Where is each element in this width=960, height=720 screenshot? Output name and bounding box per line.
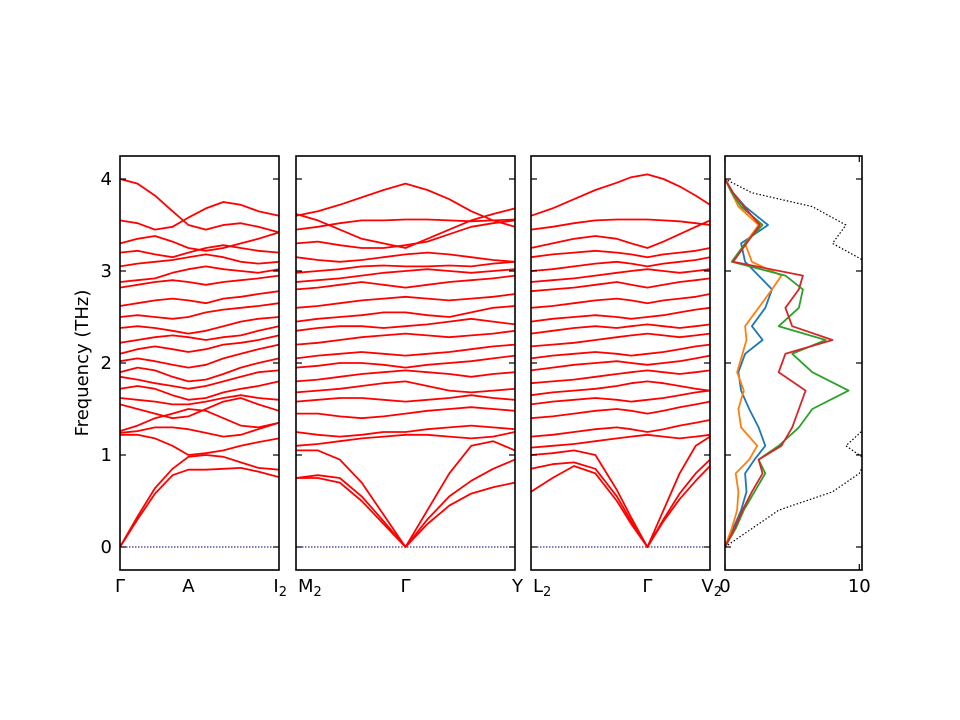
y-tick-label: 0 [101, 537, 112, 558]
phonon-band-line [119, 421, 280, 438]
dos-x-tick-label: 0 [719, 576, 730, 597]
phonon-band-line [119, 454, 280, 548]
dos-lines [725, 178, 862, 548]
phonon-band-line [295, 424, 516, 438]
phonon-band-line [119, 394, 280, 406]
phonon-band-line [119, 178, 280, 234]
phonon-band-line [530, 277, 711, 293]
phonon-band-line [530, 389, 711, 406]
x-tick-label: Y [511, 576, 524, 597]
phonon-band-line [295, 260, 516, 274]
phonon-band-line [295, 305, 516, 323]
phonon-band-line [295, 369, 516, 383]
partial-dos-line [725, 178, 834, 548]
band-panel-1: 0 1 2 3 4 [101, 155, 280, 571]
phonon-band-line [295, 354, 516, 369]
y-tick-label: 3 [101, 261, 112, 282]
phonon-band-line [530, 323, 711, 335]
x-tick-label: Γ [115, 576, 125, 597]
phonon-band-line [119, 343, 280, 369]
phonon-band-line [530, 380, 711, 397]
phonon-band-line [119, 325, 280, 344]
y-tick-label: 4 [101, 169, 112, 190]
phonon-band-line [119, 265, 280, 283]
phonon-band-line [295, 207, 516, 249]
total-dos-line [725, 178, 862, 548]
partial-dos-line [725, 178, 783, 548]
partial-dos-line [725, 178, 773, 548]
phonon-band-line [530, 293, 711, 309]
phonon-band-line [530, 306, 711, 323]
y-tick-label: 1 [101, 445, 112, 466]
phonon-band-line [295, 329, 516, 346]
phonon-band-line [119, 253, 280, 268]
phonon-band-line [530, 332, 711, 348]
phonon-band-line [295, 219, 516, 249]
phonon-band-line [295, 394, 516, 403]
phonon-band-line [530, 435, 711, 548]
x-tick-label: A [182, 576, 195, 597]
phonon-band-line [295, 431, 516, 447]
phonon-band-line [296, 458, 516, 548]
phonon-band-line [295, 317, 516, 332]
band-panel-2 [295, 155, 516, 571]
x-tick-label: L2 [533, 576, 551, 600]
band-panel-3 [530, 155, 711, 571]
phonon-band-line [295, 474, 516, 548]
phonon-band-line [296, 440, 516, 548]
phonon-band-line [119, 466, 280, 548]
phonon-band-line [119, 334, 280, 355]
x-tick-label: Γ [400, 576, 410, 597]
phonon-band-line [119, 302, 280, 320]
phonon-band-line [296, 406, 516, 420]
phonon-band-line [530, 369, 711, 385]
x-tick-label: I2 [273, 576, 287, 600]
phonon-band-line [295, 274, 516, 291]
phonon-band-line [119, 408, 280, 432]
dos-x-tick-label: 10 [848, 576, 871, 597]
phonon-band-line [119, 201, 280, 231]
phonon-band-line [530, 343, 711, 360]
x-tick-label: M2 [298, 576, 322, 600]
phonon-band-line [119, 316, 280, 335]
phonon-band-line [530, 458, 711, 548]
y-tick-label: 2 [101, 353, 112, 374]
phonon-band-line [120, 433, 280, 456]
phonon-band-line [295, 218, 516, 231]
partial-dos-line [725, 178, 850, 548]
phonon-band-line [119, 369, 280, 390]
phonon-band-line [530, 400, 711, 420]
phonon-band-line [295, 182, 516, 228]
phonon-band-line [530, 173, 711, 217]
phonon-band-line [530, 268, 711, 283]
phonon-band-line [295, 293, 516, 309]
dos-panel: 0 10 [719, 155, 871, 597]
phonon-band-line [530, 247, 711, 259]
phonon-band-line [295, 251, 516, 263]
phonon-band-line [530, 433, 711, 449]
phonon-band-line [119, 274, 280, 289]
phonon-band-line [119, 397, 280, 420]
phonon-band-line [119, 380, 280, 401]
y-axis-title: Frequency (THz) [72, 290, 93, 437]
phonon-band-line [295, 268, 516, 283]
x-tick-label: Γ [642, 576, 652, 597]
phonon-band-line [119, 290, 280, 307]
phonon-band-line [295, 343, 516, 360]
phonon-band-line [530, 419, 711, 438]
phonon-band-line [119, 357, 280, 383]
phonon-band-line [119, 231, 280, 252]
phonon-band-line [295, 380, 516, 394]
phonon-band-line [530, 256, 711, 272]
phonon-band-line [530, 461, 711, 548]
phonon-band-line [530, 219, 711, 249]
phonon-band-line [530, 354, 711, 372]
phonon-band-line [530, 218, 711, 231]
